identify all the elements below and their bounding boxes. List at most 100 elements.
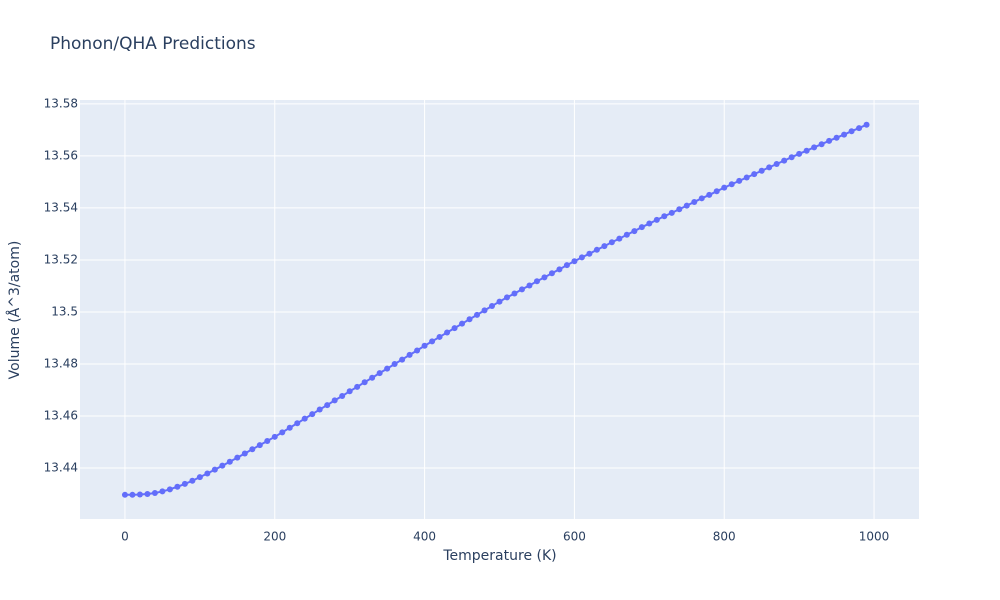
marker bbox=[331, 397, 338, 404]
marker bbox=[653, 216, 660, 223]
marker bbox=[631, 228, 638, 235]
marker bbox=[279, 429, 286, 436]
marker bbox=[474, 311, 481, 318]
marker bbox=[204, 470, 211, 477]
marker bbox=[856, 125, 863, 132]
marker bbox=[391, 360, 398, 367]
marker bbox=[121, 491, 128, 498]
marker bbox=[369, 374, 376, 381]
y-tick-label: 13.44 bbox=[44, 461, 78, 475]
marker bbox=[503, 294, 510, 301]
marker bbox=[841, 131, 848, 138]
marker bbox=[683, 202, 690, 209]
marker bbox=[788, 154, 795, 161]
marker bbox=[151, 489, 158, 496]
marker bbox=[848, 128, 855, 135]
marker bbox=[623, 231, 630, 238]
marker bbox=[189, 477, 196, 484]
marker bbox=[256, 442, 263, 449]
marker bbox=[533, 278, 540, 285]
marker bbox=[601, 243, 608, 250]
marker bbox=[518, 286, 525, 293]
x-tick-label: 400 bbox=[413, 530, 436, 544]
x-tick-label: 0 bbox=[121, 530, 129, 544]
marker bbox=[721, 184, 728, 191]
x-tick-label: 1000 bbox=[859, 530, 890, 544]
x-tick-label: 600 bbox=[563, 530, 586, 544]
marker bbox=[563, 262, 570, 269]
marker bbox=[833, 134, 840, 141]
x-tick-label: 800 bbox=[713, 530, 736, 544]
marker bbox=[444, 329, 451, 336]
marker bbox=[406, 351, 413, 358]
marker bbox=[736, 177, 743, 184]
marker bbox=[818, 141, 825, 148]
marker bbox=[234, 454, 241, 461]
marker bbox=[399, 356, 406, 363]
plot-area bbox=[80, 100, 919, 519]
y-tick-label: 13.46 bbox=[44, 409, 78, 423]
x-tick-label: 200 bbox=[263, 530, 286, 544]
marker bbox=[713, 188, 720, 195]
marker bbox=[264, 437, 271, 444]
marker bbox=[489, 302, 496, 309]
marker bbox=[803, 147, 810, 154]
marker bbox=[826, 137, 833, 144]
marker bbox=[384, 365, 391, 372]
y-tick-label: 13.48 bbox=[44, 356, 78, 370]
marker bbox=[316, 406, 323, 413]
marker bbox=[376, 370, 383, 377]
chart-title: Phonon/QHA Predictions bbox=[50, 34, 256, 54]
y-tick-label: 13.58 bbox=[44, 96, 78, 110]
marker bbox=[451, 325, 458, 332]
marker bbox=[159, 488, 166, 495]
marker bbox=[226, 458, 233, 465]
marker bbox=[136, 491, 143, 498]
marker bbox=[241, 450, 248, 457]
marker bbox=[586, 250, 593, 257]
marker bbox=[698, 195, 705, 202]
marker bbox=[211, 466, 218, 473]
marker bbox=[309, 411, 316, 418]
marker bbox=[766, 164, 773, 171]
marker bbox=[526, 282, 533, 289]
y-tick-label: 13.5 bbox=[51, 304, 78, 318]
line bbox=[124, 123, 867, 496]
marker bbox=[144, 491, 151, 498]
marker bbox=[541, 274, 548, 281]
marker bbox=[129, 491, 136, 498]
marker bbox=[496, 298, 503, 305]
marker bbox=[758, 167, 765, 174]
x-axis-title: Temperature (K) bbox=[442, 548, 556, 564]
marker bbox=[751, 171, 758, 178]
marker bbox=[593, 246, 600, 253]
marker bbox=[511, 290, 518, 297]
marker bbox=[773, 160, 780, 167]
marker bbox=[301, 415, 308, 422]
marker bbox=[219, 462, 226, 469]
marker bbox=[706, 191, 713, 198]
marker bbox=[339, 392, 346, 399]
marker bbox=[781, 157, 788, 164]
marker bbox=[166, 486, 173, 493]
marker bbox=[548, 270, 555, 277]
marker bbox=[691, 198, 698, 205]
marker bbox=[294, 420, 301, 427]
marker bbox=[796, 150, 803, 157]
marker bbox=[668, 209, 675, 216]
marker bbox=[556, 266, 563, 273]
marker bbox=[571, 258, 578, 265]
marker bbox=[196, 474, 203, 481]
marker bbox=[346, 388, 353, 395]
y-axis-title: Volume (Å^3/atom) bbox=[6, 241, 23, 380]
marker bbox=[286, 424, 293, 431]
marker bbox=[414, 347, 421, 354]
marker bbox=[361, 379, 368, 386]
y-tick-label: 13.56 bbox=[44, 148, 78, 162]
marker bbox=[638, 224, 645, 231]
marker bbox=[728, 181, 735, 188]
marker bbox=[661, 213, 668, 220]
marker bbox=[181, 480, 188, 487]
marker bbox=[616, 235, 623, 242]
